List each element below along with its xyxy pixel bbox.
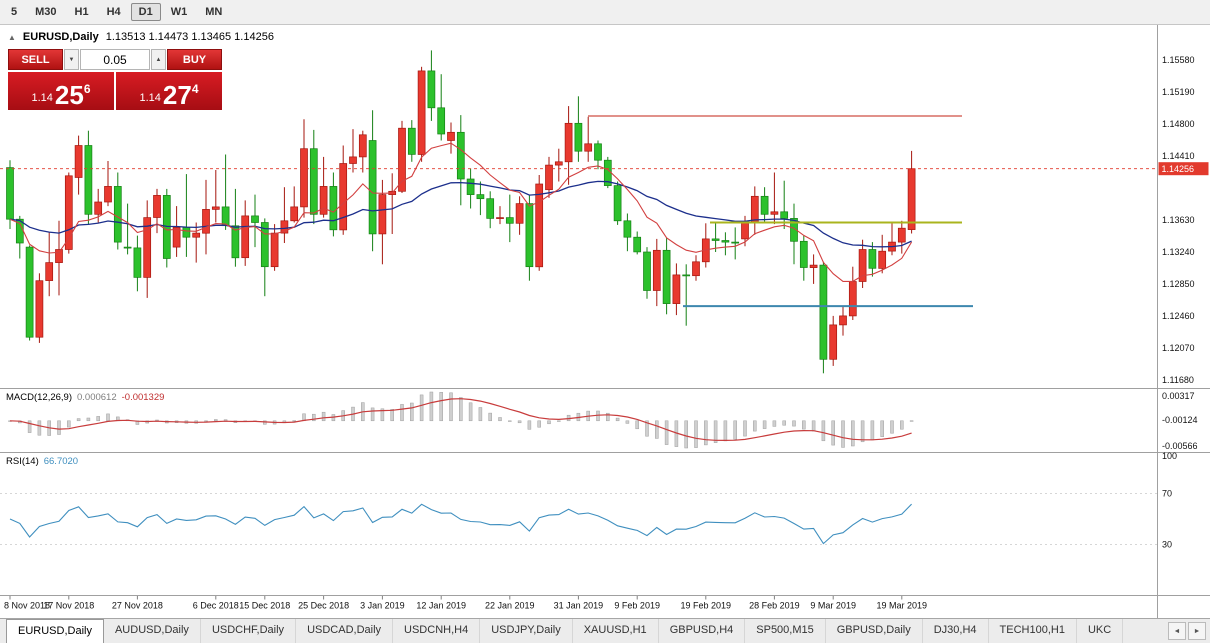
buy-price-display[interactable]: 1.14 27 4 (116, 72, 222, 110)
chart-tab-AUDUSD-Daily[interactable]: AUDUSD,Daily (104, 619, 201, 643)
chart-tab-GBPUSD-Daily[interactable]: GBPUSD,Daily (826, 619, 923, 643)
volume-decrease-button[interactable]: ▼ (64, 49, 79, 70)
rsi-line (9, 503, 912, 545)
timeframe-button-D1[interactable]: D1 (130, 3, 161, 21)
svg-text:28 Feb 2019: 28 Feb 2019 (749, 601, 800, 611)
chart-tab-TECH100-H1[interactable]: TECH100,H1 (989, 619, 1077, 643)
timeframe-button-M30[interactable]: M30 (35, 6, 57, 18)
svg-text:1.14410: 1.14410 (1162, 151, 1195, 161)
chart-tab-USDCNH-H4[interactable]: USDCNH,H4 (393, 619, 481, 643)
svg-text:19 Feb 2019: 19 Feb 2019 (681, 601, 732, 611)
chart-tabs-bar: EURUSD,Daily AUDUSD,Daily USDCHF,Daily USDC… (0, 618, 1210, 643)
sell-price-display[interactable]: 1.14 25 6 (8, 72, 114, 110)
svg-text:27 Nov 2018: 27 Nov 2018 (112, 601, 163, 611)
macd-indicator-label: MACD(12,26,9) 0.000612 -0.001329 (6, 392, 165, 403)
svg-text:12 Jan 2019: 12 Jan 2019 (416, 601, 466, 611)
chart-tab-GBPUSD-H4[interactable]: GBPUSD,H4 (659, 619, 746, 643)
pane-separators (0, 25, 1210, 618)
volume-input[interactable]: 0.05 (80, 49, 150, 70)
rsi-indicator-label: RSI(14) 66.7020 (6, 456, 79, 467)
tabs-scroll-right-button[interactable]: ► (1188, 622, 1206, 640)
svg-text:22 Jan 2019: 22 Jan 2019 (485, 601, 535, 611)
svg-text:70: 70 (1162, 488, 1172, 498)
chart-tab-USDCHF-Daily[interactable]: USDCHF,Daily (201, 619, 297, 643)
chart-tab-UKC[interactable]: UKC (1077, 619, 1124, 643)
svg-text:1.12070: 1.12070 (1162, 343, 1195, 353)
chart-window[interactable]: 1.15580 1.15190 1.14800 1.14410 1.13630 1.132… (0, 25, 1210, 618)
svg-text:15 Dec 2018: 15 Dec 2018 (239, 601, 290, 611)
svg-text:30: 30 (1162, 540, 1172, 550)
rsi-value: 66.7020 (43, 456, 79, 467)
chart-tab-USDCAD-Daily[interactable]: USDCAD,Daily (296, 619, 394, 643)
timeframe-button-MN[interactable]: MN (205, 6, 223, 18)
price-axis: 1.15580 1.15190 1.14800 1.14410 1.13630 1.132… (1162, 55, 1195, 385)
collapse-arrow-icon[interactable]: ▲ (8, 32, 16, 42)
svg-text:0.00317: 0.00317 (1162, 391, 1195, 401)
buy-price-big: 27 (162, 80, 192, 110)
svg-text:31 Jan 2019: 31 Jan 2019 (554, 601, 604, 611)
buy-price-sup: 4 (191, 82, 199, 96)
tabs-scroll-left-button[interactable]: ◄ (1168, 622, 1186, 640)
svg-text:17 Nov 2018: 17 Nov 2018 (43, 601, 94, 611)
current-price-tag: 1.14256 (1158, 162, 1209, 176)
svg-text:3 Jan 2019: 3 Jan 2019 (360, 601, 405, 611)
sell-price-sup: 6 (83, 82, 91, 96)
timeframe-button-H4[interactable]: H4 (106, 6, 121, 18)
svg-text:1.15580: 1.15580 (1162, 55, 1195, 65)
svg-text:9 Feb 2019: 9 Feb 2019 (614, 601, 660, 611)
volume-increase-button[interactable]: ▲ (151, 49, 166, 70)
svg-text:-0.00124: -0.00124 (1162, 415, 1198, 425)
svg-text:8 Nov 2018: 8 Nov 2018 (4, 601, 50, 611)
chart-tab-USDJPY-Daily[interactable]: USDJPY,Daily (480, 619, 573, 643)
sell-price-prefix: 1.14 (31, 92, 53, 104)
svg-text:100: 100 (1162, 451, 1177, 461)
timeframe-toolbar: 5 M30 H1 H4 D1 W1 MN (0, 0, 1210, 25)
svg-text:9 Mar 2019: 9 Mar 2019 (810, 601, 856, 611)
svg-text:1.11680: 1.11680 (1162, 375, 1194, 385)
svg-text:1.13630: 1.13630 (1162, 215, 1195, 225)
timeframe-button-W1[interactable]: W1 (170, 6, 188, 18)
macd-axis: 0.00317 -0.00124 -0.00566 (1162, 391, 1198, 451)
timeframe-button-H1[interactable]: H1 (74, 6, 89, 18)
svg-text:1.14256: 1.14256 (1162, 164, 1195, 174)
buy-button[interactable]: BUY (167, 49, 222, 70)
svg-text:1.12460: 1.12460 (1162, 311, 1195, 321)
svg-text:-0.00566: -0.00566 (1162, 441, 1198, 451)
svg-text:6 Dec 2018: 6 Dec 2018 (193, 601, 239, 611)
chart-title: ▲ EURUSD,Daily 1.13513 1.14473 1.13465 1… (8, 31, 274, 43)
buy-price-prefix: 1.14 (139, 92, 161, 104)
rsi-axis: 100 70 30 (1162, 451, 1177, 550)
sell-price-big: 25 (54, 80, 84, 110)
svg-text:25 Dec 2018: 25 Dec 2018 (298, 601, 349, 611)
svg-text:1.13240: 1.13240 (1162, 247, 1195, 257)
timeframe-button-5[interactable]: 5 (11, 6, 18, 18)
one-click-trading-panel: SELL ▼ 0.05 ▲ BUY 1.14 25 6 1.14 27 4 (8, 49, 222, 110)
tabs-scroll-controls: ◄ ► (1164, 619, 1210, 643)
chart-tab-SP500-M15[interactable]: SP500,M15 (745, 619, 826, 643)
macd-value-main: 0.000612 (77, 392, 117, 403)
svg-text:1.14800: 1.14800 (1162, 119, 1195, 129)
moving-averages (9, 142, 913, 282)
candlesticks (6, 50, 916, 374)
chart-tabs: EURUSD,Daily AUDUSD,Daily USDCHF,Daily USDC… (0, 619, 1164, 643)
sell-button[interactable]: SELL (8, 49, 63, 70)
chart-symbol-period: EURUSD,Daily (22, 31, 99, 43)
svg-text:1.12850: 1.12850 (1162, 279, 1195, 289)
svg-text:19 Mar 2019: 19 Mar 2019 (877, 601, 928, 611)
macd-signal-line (9, 398, 912, 442)
svg-text:1.15190: 1.15190 (1162, 87, 1195, 97)
chart-tab-XAUUSD-H1[interactable]: XAUUSD,H1 (573, 619, 659, 643)
chart-tab-EURUSD-Daily[interactable]: EURUSD,Daily (6, 619, 104, 643)
chart-tab-DJ30-H4[interactable]: DJ30,H4 (923, 619, 989, 643)
chart-canvas[interactable]: 1.15580 1.15190 1.14800 1.14410 1.13630 1.132… (0, 25, 1210, 618)
chart-ohlc-values: 1.13513 1.14473 1.13465 1.14256 (105, 31, 274, 43)
macd-value-signal: -0.001329 (121, 392, 165, 403)
